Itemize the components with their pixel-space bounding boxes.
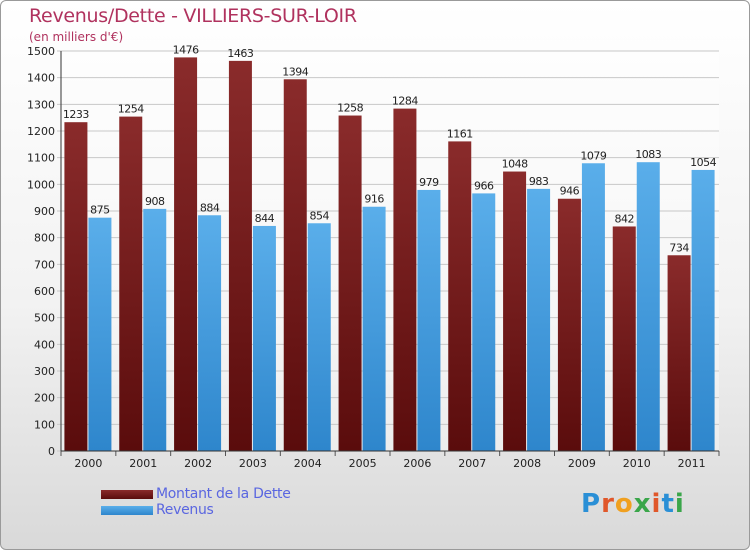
bar-revenus bbox=[527, 188, 551, 451]
bar-dette bbox=[612, 226, 636, 451]
x-tick-label: 2002 bbox=[184, 457, 212, 470]
data-label: 983 bbox=[529, 175, 549, 188]
legend-swatch-revenus bbox=[101, 506, 153, 515]
data-label: 734 bbox=[669, 241, 689, 254]
data-label: 1463 bbox=[227, 47, 253, 60]
bar-dette bbox=[338, 115, 362, 452]
bar-dette bbox=[667, 255, 691, 451]
x-tick-label: 2010 bbox=[623, 457, 651, 470]
bar-dette bbox=[503, 171, 527, 452]
bar-revenus bbox=[636, 162, 660, 451]
y-tick-label: 1400 bbox=[27, 72, 55, 85]
chart-subtitle: (en milliers d'€) bbox=[29, 30, 124, 44]
data-label: 1476 bbox=[173, 43, 199, 56]
x-tick-label: 2003 bbox=[239, 457, 267, 470]
logo-letter: i bbox=[674, 489, 685, 519]
y-tick-label: 0 bbox=[48, 445, 55, 458]
x-tick-label: 2000 bbox=[74, 457, 102, 470]
data-label: 966 bbox=[474, 179, 494, 192]
legend-swatch-dette bbox=[101, 490, 153, 499]
data-label: 1394 bbox=[282, 65, 308, 78]
x-tick-label: 2004 bbox=[294, 457, 322, 470]
y-tick-label: 1300 bbox=[27, 98, 55, 111]
bar-revenus bbox=[307, 223, 331, 451]
bar-revenus bbox=[472, 193, 496, 451]
data-label: 946 bbox=[560, 185, 580, 198]
y-tick-label: 1100 bbox=[27, 152, 55, 165]
bar-dette bbox=[448, 141, 472, 451]
logo-letter: P bbox=[581, 489, 602, 519]
data-label: 854 bbox=[310, 209, 330, 222]
data-label: 1233 bbox=[63, 108, 89, 121]
legend-label-dette: Montant de la Dette bbox=[156, 486, 291, 502]
y-tick-label: 600 bbox=[34, 285, 55, 298]
y-tick-label: 300 bbox=[34, 365, 55, 378]
data-label: 908 bbox=[145, 195, 165, 208]
proxiti-logo: Proxiti bbox=[581, 489, 685, 519]
x-tick-label: 2011 bbox=[678, 457, 706, 470]
data-label: 1254 bbox=[118, 103, 144, 116]
x-tick-label: 2008 bbox=[513, 457, 541, 470]
x-tick-label: 2005 bbox=[349, 457, 377, 470]
data-label: 1258 bbox=[337, 102, 363, 115]
data-label: 916 bbox=[364, 193, 384, 206]
y-tick-label: 400 bbox=[34, 338, 55, 351]
logo-letter: x bbox=[633, 489, 652, 519]
x-tick-label: 2006 bbox=[403, 457, 431, 470]
data-label: 1161 bbox=[447, 127, 473, 140]
bar-dette bbox=[557, 198, 581, 451]
data-label: 875 bbox=[90, 204, 110, 217]
bar-dette bbox=[174, 57, 198, 452]
y-tick-label: 700 bbox=[34, 258, 55, 271]
y-tick-label: 500 bbox=[34, 312, 55, 325]
y-tick-label: 1500 bbox=[27, 45, 55, 58]
logo-letter: i bbox=[651, 489, 662, 519]
data-label: 884 bbox=[200, 201, 220, 214]
logo-letter: r bbox=[601, 489, 615, 519]
bar-dette bbox=[393, 108, 417, 451]
chart-title: Revenus/Dette - VILLIERS-SUR-LOIR bbox=[29, 5, 357, 27]
y-tick-label: 1000 bbox=[27, 178, 55, 191]
bar-dette bbox=[228, 60, 252, 451]
y-tick-label: 1200 bbox=[27, 125, 55, 138]
legend-label-revenus: Revenus bbox=[156, 502, 214, 518]
y-tick-label: 900 bbox=[34, 205, 55, 218]
bar-revenus bbox=[417, 189, 441, 451]
bar-dette bbox=[283, 79, 307, 452]
x-tick-label: 2009 bbox=[568, 457, 596, 470]
bar-revenus bbox=[581, 163, 605, 451]
bar-revenus bbox=[143, 208, 167, 451]
data-label: 844 bbox=[255, 212, 275, 225]
data-label: 842 bbox=[615, 212, 635, 225]
logo-letter: t bbox=[661, 489, 675, 519]
x-tick-label: 2007 bbox=[458, 457, 486, 470]
plot-area bbox=[61, 51, 719, 451]
data-label: 1079 bbox=[580, 149, 606, 162]
logo-letter: o bbox=[614, 489, 634, 519]
x-tick-label: 2001 bbox=[129, 457, 157, 470]
bar-dette bbox=[64, 122, 88, 451]
bar-revenus bbox=[691, 169, 715, 451]
bar-revenus bbox=[362, 206, 386, 451]
y-tick-label: 800 bbox=[34, 232, 55, 245]
data-label: 1083 bbox=[635, 148, 661, 161]
bar-dette bbox=[119, 116, 143, 451]
data-label: 1054 bbox=[690, 156, 716, 169]
y-tick-label: 200 bbox=[34, 392, 55, 405]
bar-revenus bbox=[88, 217, 112, 451]
data-label: 1048 bbox=[502, 158, 528, 171]
data-label: 979 bbox=[419, 176, 439, 189]
data-label: 1284 bbox=[392, 95, 418, 108]
bar-revenus bbox=[198, 215, 222, 451]
y-tick-label: 100 bbox=[34, 418, 55, 431]
bar-revenus bbox=[252, 225, 276, 451]
